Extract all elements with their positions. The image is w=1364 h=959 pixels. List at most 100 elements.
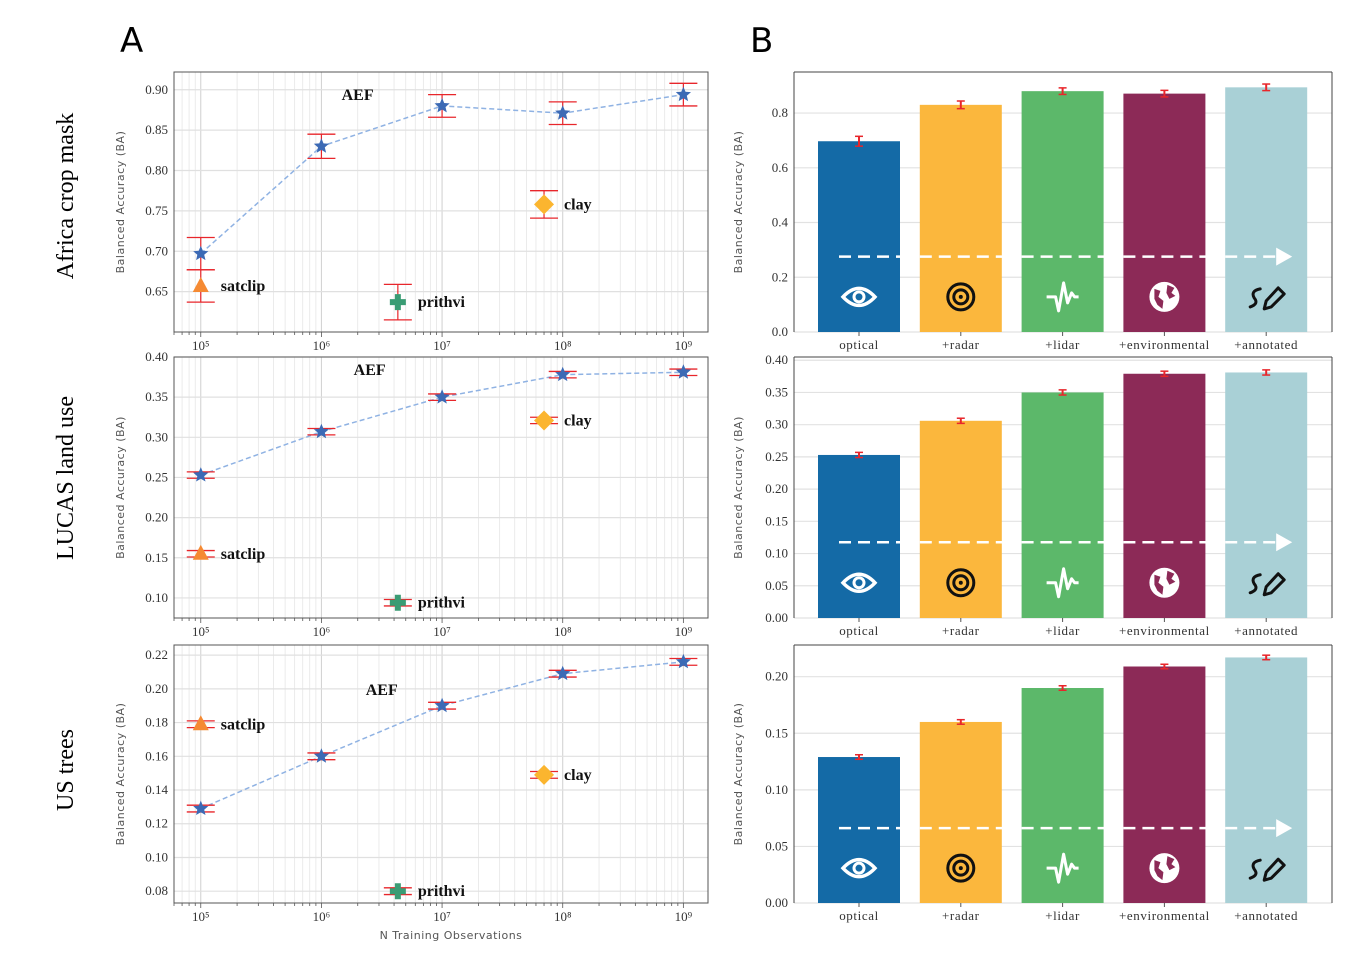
y-tick-label: 0.20 xyxy=(145,510,168,525)
aef-line xyxy=(200,661,684,810)
aef-point xyxy=(555,105,571,120)
eye-icon xyxy=(840,572,878,593)
y-tick-label: 0.85 xyxy=(145,122,168,137)
satclip-label: satclip xyxy=(221,716,266,733)
y-axis-label: Balanced Accuracy (BA) xyxy=(732,703,745,846)
pen-icon-body xyxy=(1262,857,1286,882)
scatter-panel-0: 0.65 0.70 0.75 0.80 0.85 0.90 10⁵ 10⁶ 10⁷ 10⁸ 10⁹ B… xyxy=(114,71,709,353)
satclip-point xyxy=(192,715,209,731)
category-label: +annotated xyxy=(1234,337,1298,352)
lidar-waveform-icon xyxy=(1046,852,1079,884)
y-tick-label: 0.05 xyxy=(765,838,788,853)
bar-optical xyxy=(818,141,900,332)
y-tick-label: 0.15 xyxy=(765,725,788,740)
x-tick-label: 10⁸ xyxy=(554,338,572,353)
y-tick-label: 0.20 xyxy=(765,669,788,684)
y-axis-label: Balanced Accuracy (BA) xyxy=(114,131,127,274)
category-label: optical xyxy=(839,337,879,352)
y-tick-label: 0.25 xyxy=(145,469,168,484)
clay-point xyxy=(534,764,555,785)
y-tick-label: 0.12 xyxy=(145,816,168,831)
satclip-label: satclip xyxy=(221,278,266,295)
y-tick-label: 0.18 xyxy=(145,715,168,730)
aef-point xyxy=(434,697,450,713)
prithvi-point xyxy=(389,294,406,311)
bar-radar xyxy=(919,420,1002,618)
progression-arrowhead xyxy=(1276,819,1293,838)
bar-annotated xyxy=(1225,657,1308,903)
category-label: optical xyxy=(839,623,879,638)
y-tick-label: 0.70 xyxy=(145,243,168,258)
globe-icon-disc xyxy=(1149,567,1180,598)
eye-icon-outline xyxy=(840,572,878,593)
category-label: +annotated xyxy=(1234,908,1298,923)
category-label: +annotated xyxy=(1234,623,1298,638)
y-tick-label: 0.8 xyxy=(772,105,788,120)
clay-label: clay xyxy=(564,196,592,213)
aef-point xyxy=(555,366,571,382)
lidar-waveform-icon xyxy=(1046,281,1079,313)
scatter-panel-1: 0.10 0.15 0.20 0.25 0.30 0.35 0.40 10⁵ 10⁶ 10⁷ 10⁸… xyxy=(114,349,709,639)
y-tick-label: 0.10 xyxy=(765,782,788,797)
progression-arrowhead xyxy=(1276,533,1293,552)
x-tick-label: 10⁵ xyxy=(192,338,210,353)
x-tick-label: 10⁷ xyxy=(433,338,451,353)
category-label: +environmental xyxy=(1119,623,1210,638)
globe-icon xyxy=(1149,853,1180,884)
radar-icon-ring xyxy=(952,859,970,877)
y-tick-label: 0.20 xyxy=(145,681,168,696)
y-axis-label: Balanced Accuracy (BA) xyxy=(114,703,127,846)
satclip-label: satclip xyxy=(221,546,266,563)
y-tick-label: 0.30 xyxy=(145,429,168,444)
bar-panel-1: 0.00 0.05 0.10 0.15 0.20 0.25 0.30 0.35 0.40 Bala… xyxy=(732,352,1333,638)
lidar-icon-wave xyxy=(1046,281,1079,313)
satclip-point xyxy=(192,276,209,292)
eye-icon-pupil xyxy=(852,290,866,304)
aef-point xyxy=(193,245,209,261)
y-tick-label: 0.40 xyxy=(765,352,788,367)
clay-point xyxy=(534,410,555,431)
row-title-lucas: LUCAS land use xyxy=(53,396,79,560)
category-label: +environmental xyxy=(1119,908,1210,923)
plot-frame xyxy=(173,71,709,333)
category-label: +environmental xyxy=(1119,337,1210,352)
aef-point xyxy=(313,423,329,439)
globe-icon-land xyxy=(1154,284,1176,309)
x-tick-label: 10⁶ xyxy=(313,624,331,639)
y-tick-label: 0.90 xyxy=(145,82,168,97)
globe-icon-disc xyxy=(1149,281,1180,312)
y-tick-label: 0.65 xyxy=(145,284,168,299)
lidar-icon-wave xyxy=(1046,567,1079,599)
aef-point xyxy=(675,364,691,379)
bar-panel-0: 0.0 0.2 0.4 0.6 0.8 Balanced Accuracy (BA) opt… xyxy=(732,71,1333,352)
y-tick-label: 0.22 xyxy=(145,647,168,662)
y-tick-label: 0.00 xyxy=(765,610,788,625)
globe-icon-land xyxy=(1154,570,1176,595)
progression-arrowhead xyxy=(1276,247,1293,266)
radar-icon-dot xyxy=(958,866,963,871)
y-tick-label: 0.20 xyxy=(765,481,788,496)
category-label: optical xyxy=(839,908,879,923)
y-axis-label: Balanced Accuracy (BA) xyxy=(732,131,745,274)
prithvi-point xyxy=(389,594,406,611)
y-tick-label: 0.10 xyxy=(765,546,788,561)
pen-icon-squiggle xyxy=(1248,858,1262,880)
y-tick-label: 0.35 xyxy=(145,389,168,404)
radar-icon-ring xyxy=(952,574,970,592)
y-tick-label: 0.10 xyxy=(145,590,168,605)
eye-icon-outline xyxy=(840,286,878,308)
globe-icon-land xyxy=(1154,856,1176,881)
eye-icon-pupil xyxy=(852,861,866,875)
y-tick-label: 0.6 xyxy=(772,160,789,175)
y-axis-label: Balanced Accuracy (BA) xyxy=(732,416,745,559)
y-axis-label: Balanced Accuracy (BA) xyxy=(114,416,127,559)
radar-icon-ring xyxy=(946,282,976,312)
bar-lidar xyxy=(1021,688,1104,903)
y-tick-label: 0.25 xyxy=(765,449,788,464)
globe-icon-disc xyxy=(1149,853,1180,884)
pen-icon xyxy=(1248,857,1286,882)
radar-icon xyxy=(946,282,976,312)
bar-lidar xyxy=(1021,392,1104,618)
radar-icon xyxy=(946,568,976,598)
radar-icon xyxy=(946,853,976,883)
